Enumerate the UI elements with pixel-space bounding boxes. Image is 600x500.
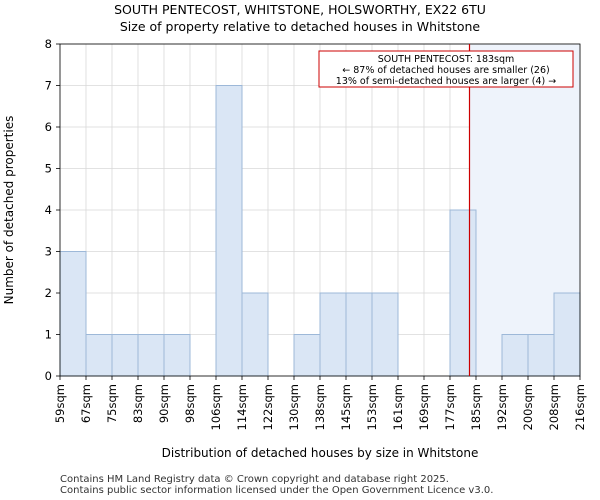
x-tick-label: 98sqm [183,384,197,423]
y-tick-label: 4 [45,203,52,217]
annotation-line-2: ← 87% of detached houses are smaller (26… [342,65,549,76]
x-tick-label: 208sqm [547,384,561,430]
histogram-bar [449,209,477,377]
histogram-bar [527,334,555,377]
y-axis: 0 1 2 3 4 5 6 7 8 [45,37,60,383]
x-tick-label: 83sqm [131,384,145,423]
histogram-bar [215,85,243,377]
x-tick-label: 177sqm [443,384,457,430]
x-tick-label: 130sqm [287,384,301,430]
annotation-line-3: 13% of semi-detached houses are larger (… [336,76,556,87]
y-axis-label: Number of detached properties [2,116,16,305]
histogram-bar [85,334,113,377]
footer-licence: Contains public sector information licen… [60,485,494,496]
histogram-bar [163,334,191,377]
annotation-line-1: SOUTH PENTECOST: 183sqm [378,54,515,65]
histogram-bar [137,334,165,377]
x-tick-label: 59sqm [53,384,67,423]
x-tick-label: 161sqm [391,384,405,430]
x-tick-label: 114sqm [235,384,249,430]
x-tick-label: 192sqm [495,384,509,430]
x-tick-label: 185sqm [469,384,483,430]
x-tick-label: 138sqm [313,384,327,430]
x-tick-label: 145sqm [339,384,353,430]
x-tick-label: 200sqm [521,384,535,430]
x-axis-label: Distribution of detached houses by size … [162,446,479,460]
x-tick-label: 90sqm [157,384,171,423]
footer-copyright: Contains HM Land Registry data © Crown c… [60,474,449,485]
x-tick-label: 75sqm [105,384,119,423]
property-annotation: SOUTH PENTECOST: 183sqm ← 87% of detache… [318,50,574,88]
x-tick-label: 216sqm [573,384,587,430]
histogram-chart: 0 1 2 3 4 5 6 7 8 59sqm 67sqm 75sqm 83sqm 90sqm 98sqm… [2,37,587,460]
x-tick-label: 122sqm [261,384,275,430]
y-tick-label: 0 [45,369,52,383]
x-tick-label: 67sqm [79,384,93,423]
y-tick-label: 3 [45,245,52,259]
bars-layer [59,85,581,377]
y-tick-label: 5 [45,162,52,176]
histogram-bar [293,334,321,377]
histogram-bar [59,251,87,377]
x-axis: 59sqm 67sqm 75sqm 83sqm 90sqm 98sqm 106sqm 114s… [53,376,587,430]
histogram-bar [241,292,269,377]
histogram-bar [553,292,581,377]
x-tick-label: 169sqm [417,384,431,430]
x-tick-label: 153sqm [365,384,379,430]
histogram-bar [371,292,399,377]
y-tick-label: 2 [45,286,52,300]
y-tick-label: 7 [45,79,52,93]
chart-subtitle: Size of property relative to detached ho… [119,19,481,34]
y-tick-label: 1 [45,328,52,342]
histogram-bar [111,334,139,377]
y-tick-label: 6 [45,120,52,134]
y-tick-label: 8 [45,37,52,51]
histogram-bar [319,292,347,377]
x-tick-label: 106sqm [209,384,223,430]
histogram-bar [345,292,373,377]
annotation-box [318,50,574,88]
histogram-bar [501,334,529,377]
chart-title: SOUTH PENTECOST, WHITSTONE, HOLSWORTHY, … [114,2,486,17]
